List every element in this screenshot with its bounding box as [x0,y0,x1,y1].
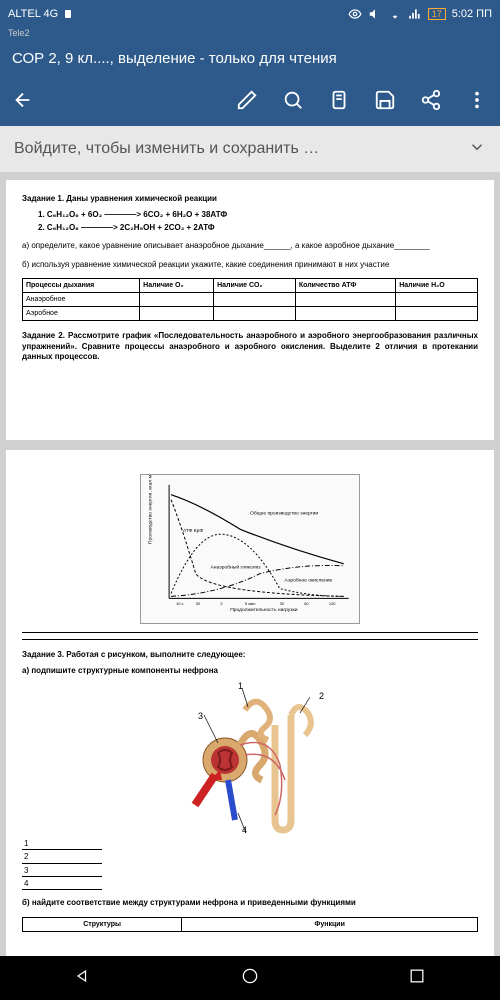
status-bar: ALTEL 4G 17 5:02 ПП [0,0,500,28]
svg-text:60: 60 [304,601,309,606]
task3-title: Задание 3. Работая с рисунком, выполните… [22,650,478,660]
answer-blanks: 1 2 3 4 [22,839,478,891]
task1-b: б) используя уравнение химической реакци… [22,260,478,270]
svg-text:Анаэробный гликолиз: Анаэробный гликолиз [211,564,262,571]
carrier-label: ALTEL 4G [8,8,58,20]
share-icon[interactable] [420,89,442,116]
equation-1: 1. C₆H₁₂O₆ + 6O₂ ————> 6CO₂ + 6H₂O + 38А… [38,210,478,220]
chevron-down-icon [468,138,486,161]
svg-text:30: 30 [196,601,201,606]
android-nav-bar [0,956,500,1000]
structure-function-table: Структуры Функции [22,917,478,932]
page-1: Задание 1. Даны уравнения химической реа… [6,180,494,440]
task1-a: а) определите, какое уравнение описывает… [22,241,478,251]
search-icon[interactable] [282,89,304,116]
task2-text: Задание 2. Рассмотрите график «Последова… [22,331,478,362]
svg-text:30: 30 [280,601,285,606]
clock: 5:02 ПП [452,8,492,20]
th-process: Процессы дыхания [23,278,140,292]
nav-home-button[interactable] [240,966,260,991]
back-button[interactable] [12,89,34,116]
energy-chart: Производство энергии, ккал·мин⁻¹ Продолж… [140,474,360,624]
svg-text:5 мин: 5 мин [245,601,255,606]
svg-text:10 с: 10 с [176,601,183,606]
page-2: Производство энергии, ккал·мин⁻¹ Продолж… [6,450,494,980]
signin-banner[interactable]: Войдите, чтобы изменить и сохранить … [0,126,500,172]
row-aerobic: Аэробное [23,307,140,321]
wifi-icon [388,7,402,21]
eye-icon [348,7,362,21]
document-viewport[interactable]: Задание 1. Даны уравнения химической реа… [0,172,500,980]
battery-level: 17 [428,8,446,20]
th-structures: Структуры [23,917,182,931]
mobile-view-icon[interactable] [328,89,350,116]
chart-xlabel: Продолжительность нагрузки [230,607,297,613]
blank-4: 4 [22,879,102,890]
sim-icon [62,8,74,20]
edit-icon[interactable] [236,89,258,116]
nephron-diagram: 1 2 3 4 [180,685,320,835]
svg-text:Аэробное окисление: Аэробное окисление [285,578,333,584]
task3-b: б) найдите соответствие между структурам… [22,898,478,908]
th-atp: Количество АТФ [295,278,395,292]
respiration-table: Процессы дыхания Наличие O₂ Наличие CO₂ … [22,278,478,321]
svg-text:АТФ КрФ: АТФ КрФ [183,528,203,534]
th-co2: Наличие CO₂ [214,278,296,292]
th-o2: Наличие O₂ [140,278,214,292]
nav-recent-button[interactable] [407,966,427,991]
document-title: СОР 2, 9 кл...., выделение - только для … [0,38,500,78]
th-h2o: Наличие H₂O [396,278,478,292]
signin-text: Войдите, чтобы изменить и сохранить … [14,140,319,158]
equation-2: 2. C₆H₁₂O₆ ————> 2C₂H₅OH + 2CO₂ + 2АТФ [38,223,478,233]
task1-title: Задание 1. Даны уравнения химической реа… [22,194,478,204]
svg-text:Общее производство энергии: Общее производство энергии [250,510,318,516]
carrier-sub: Tele2 [0,28,500,38]
save-icon[interactable] [374,89,396,116]
chart-ylabel: Производство энергии, ккал·мин⁻¹ [147,475,153,544]
blank-3: 3 [22,866,102,877]
nav-back-button[interactable] [73,966,93,991]
blank-1: 1 [22,839,102,850]
blank-2: 2 [22,852,102,863]
signal-icon [408,7,422,21]
th-functions: Функции [182,917,478,931]
svg-text:120: 120 [329,601,336,606]
volume-icon [368,7,382,21]
more-icon[interactable] [466,89,488,116]
svg-text:2: 2 [220,601,222,606]
row-anaerobic: Анаэробное [23,293,140,307]
toolbar [0,78,500,126]
title-text: СОР 2, 9 кл...., выделение - только для … [12,50,337,67]
task3-a: а) подпишите структурные компоненты нефр… [22,666,478,676]
